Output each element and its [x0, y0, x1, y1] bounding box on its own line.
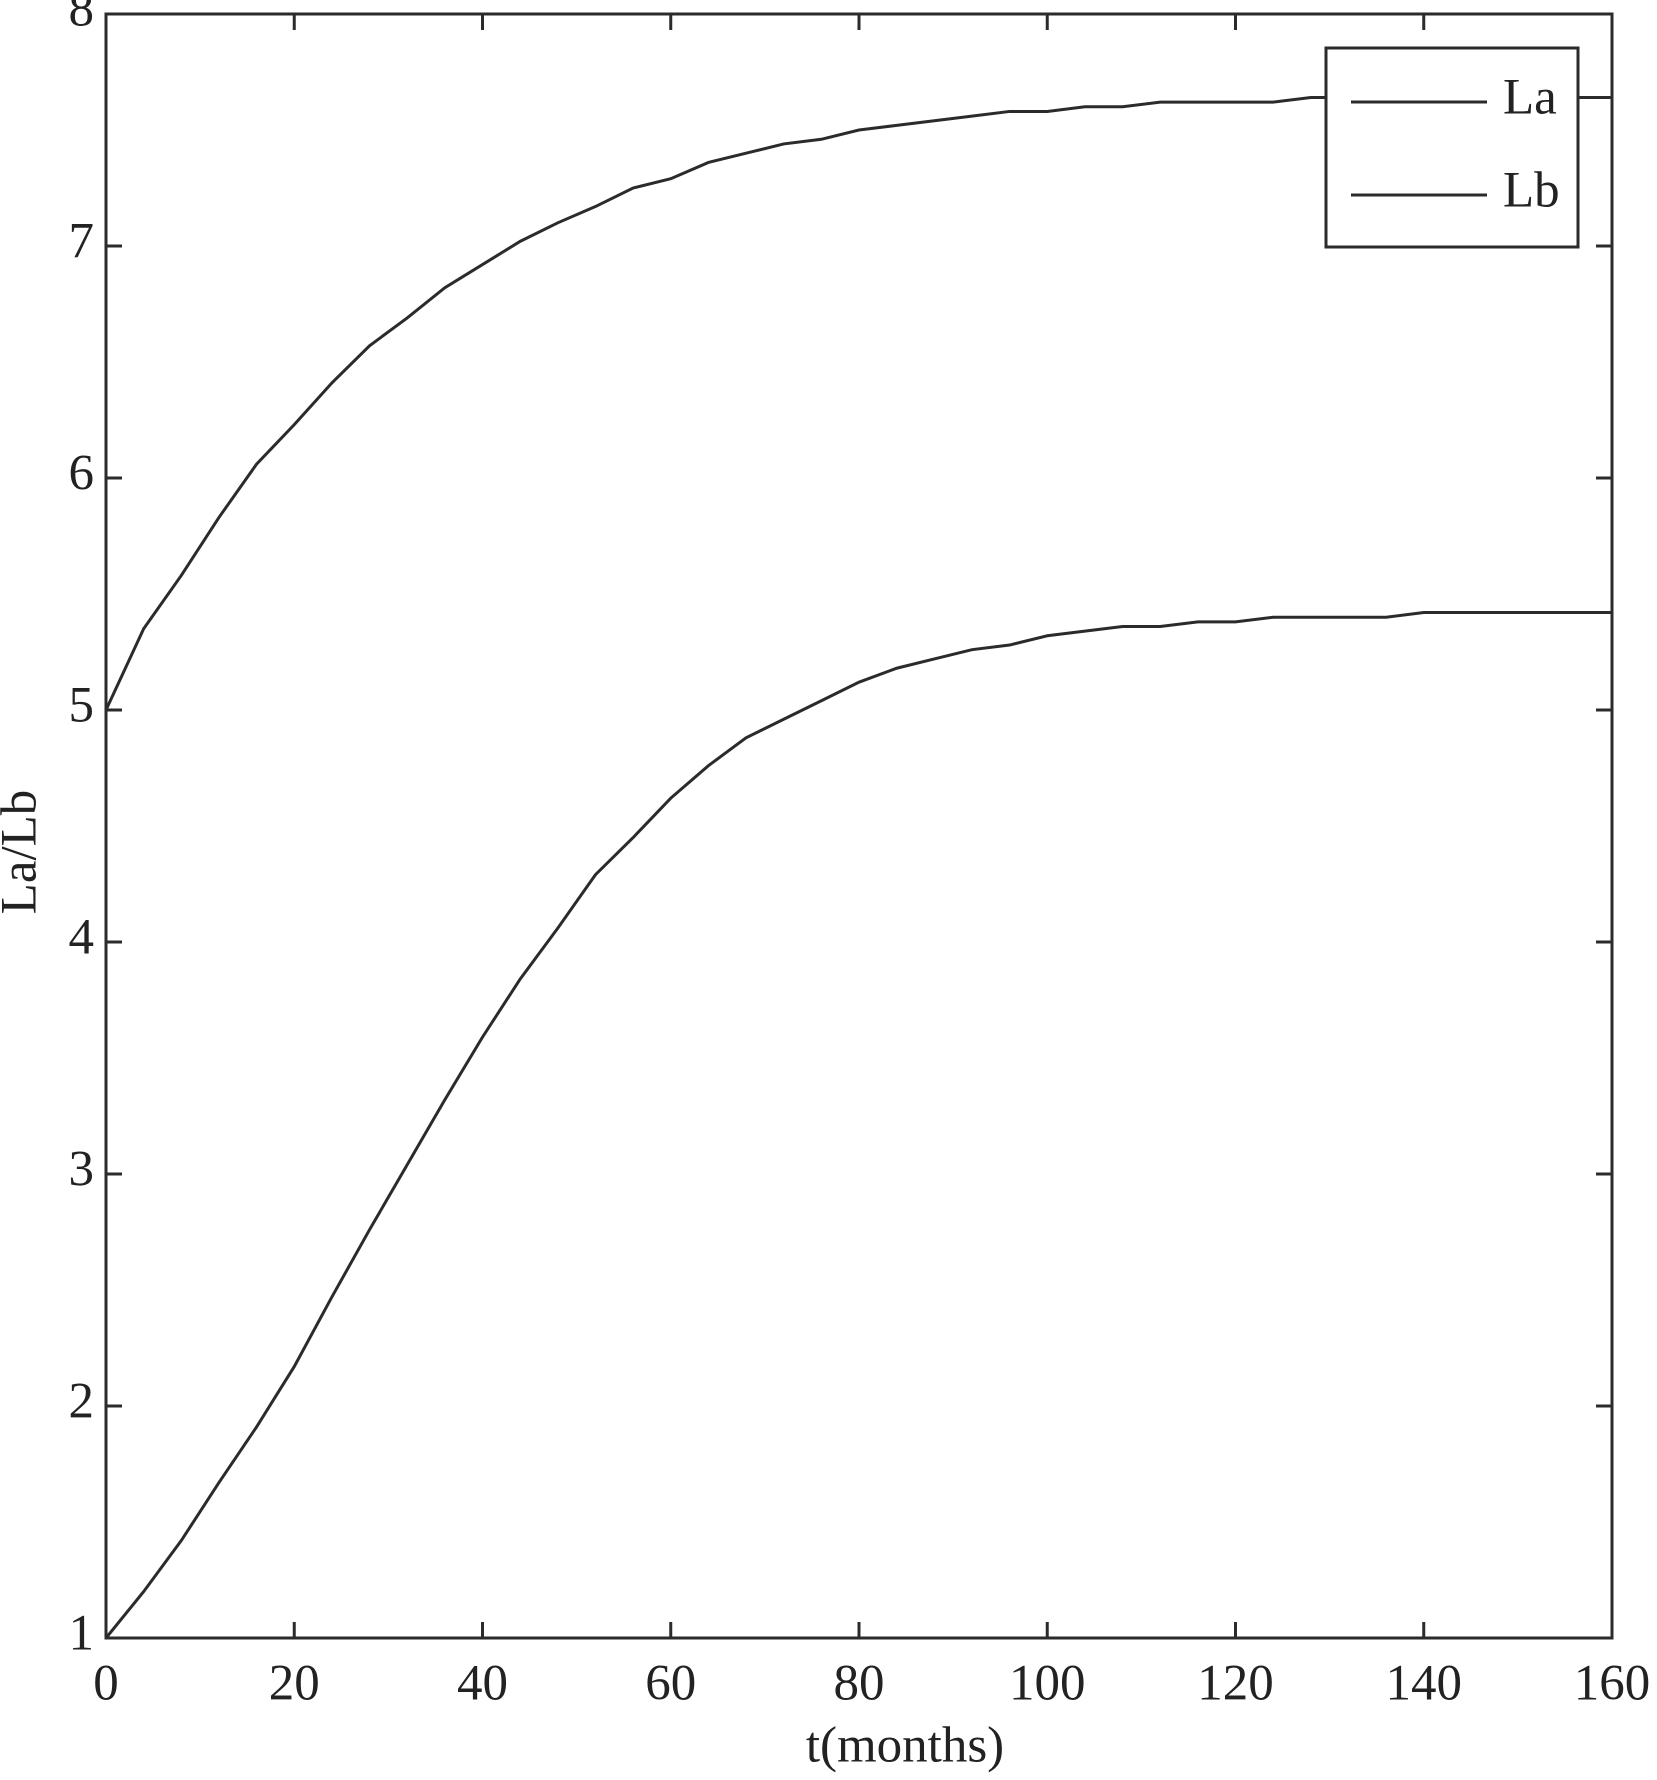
- legend-label: La: [1503, 70, 1557, 126]
- y-tick-label: 3: [69, 1142, 95, 1198]
- x-tick-label: 40: [457, 1656, 508, 1712]
- y-tick-label: 5: [69, 678, 95, 734]
- legend-box: [1324, 46, 1580, 249]
- x-tick-label: 160: [1574, 1656, 1651, 1712]
- y-tick-label: 1: [69, 1606, 95, 1662]
- plot-frame: [104, 12, 1614, 1640]
- x-tick-label: 120: [1197, 1656, 1274, 1712]
- y-tick-label: 2: [69, 1374, 95, 1430]
- series-line: [104, 611, 1612, 1639]
- y-tick-label: 7: [69, 214, 95, 270]
- x-axis-label: t(months): [806, 1718, 1004, 1774]
- y-axis-label: La/Lb: [0, 790, 48, 915]
- x-tick-label: 100: [1009, 1656, 1086, 1712]
- y-tick-label: 4: [69, 910, 95, 966]
- legend-label: Lb: [1503, 163, 1560, 219]
- x-tick-label: 60: [645, 1656, 696, 1712]
- x-tick-label: 80: [834, 1656, 885, 1712]
- y-tick-label: 6: [69, 446, 95, 502]
- x-tick-label: 140: [1386, 1656, 1463, 1712]
- x-tick-label: 20: [269, 1656, 320, 1712]
- y-tick-label: 8: [69, 0, 95, 38]
- x-tick-label: 0: [93, 1656, 119, 1712]
